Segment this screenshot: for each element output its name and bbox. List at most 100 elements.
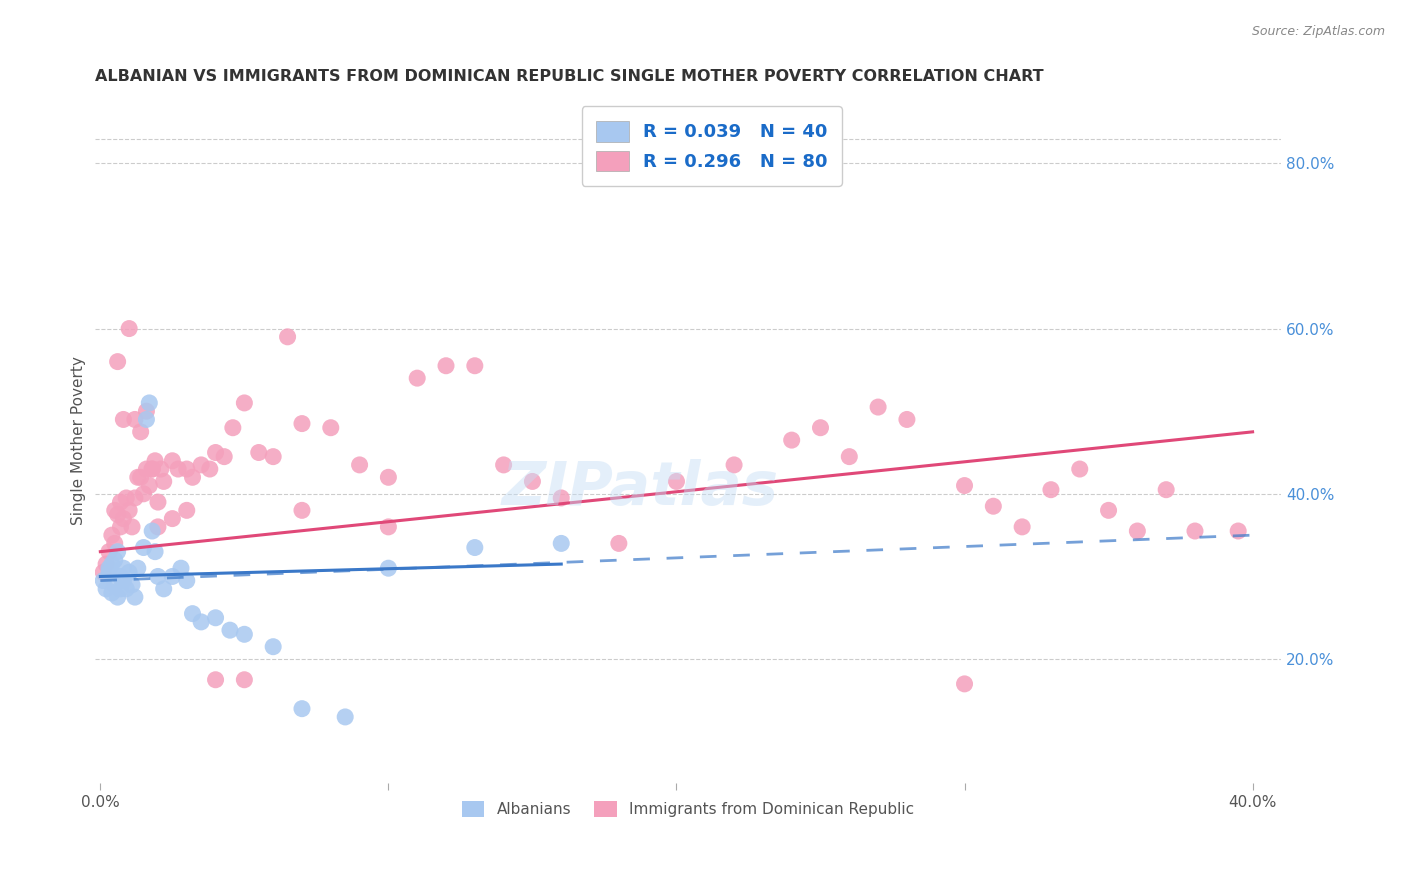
- Point: [141, 462, 163, 476]
- Point: [406, 371, 429, 385]
- Point: [233, 673, 256, 687]
- Point: [1097, 503, 1119, 517]
- Point: [181, 607, 204, 621]
- Point: [112, 561, 135, 575]
- Point: [115, 491, 138, 505]
- Point: [838, 450, 860, 464]
- Point: [1154, 483, 1177, 497]
- Point: [135, 462, 157, 476]
- Point: [98, 544, 121, 558]
- Point: [176, 503, 198, 517]
- Point: [607, 536, 630, 550]
- Point: [810, 421, 832, 435]
- Point: [104, 578, 127, 592]
- Point: [129, 425, 152, 439]
- Point: [138, 396, 160, 410]
- Point: [110, 495, 132, 509]
- Point: [112, 412, 135, 426]
- Point: [176, 462, 198, 476]
- Point: [104, 536, 127, 550]
- Point: [112, 511, 135, 525]
- Point: [1227, 524, 1250, 538]
- Point: [1039, 483, 1062, 497]
- Point: [176, 574, 198, 588]
- Point: [204, 611, 226, 625]
- Text: ZIPatlas: ZIPatlas: [502, 458, 779, 517]
- Point: [124, 491, 146, 505]
- Point: [143, 544, 166, 558]
- Point: [1069, 462, 1091, 476]
- Point: [110, 582, 132, 596]
- Point: [212, 450, 235, 464]
- Point: [110, 520, 132, 534]
- Point: [277, 330, 299, 344]
- Point: [98, 561, 121, 575]
- Point: [124, 590, 146, 604]
- Point: [162, 454, 184, 468]
- Point: [181, 470, 204, 484]
- Point: [981, 500, 1004, 514]
- Point: [222, 421, 245, 435]
- Point: [291, 503, 314, 517]
- Point: [492, 458, 515, 472]
- Y-axis label: Single Mother Poverty: Single Mother Poverty: [72, 356, 86, 524]
- Point: [291, 417, 314, 431]
- Point: [118, 503, 141, 517]
- Point: [98, 566, 121, 580]
- Point: [118, 566, 141, 580]
- Point: [146, 520, 169, 534]
- Point: [1184, 524, 1206, 538]
- Point: [91, 566, 114, 580]
- Point: [780, 433, 803, 447]
- Point: [291, 701, 314, 715]
- Point: [104, 553, 127, 567]
- Point: [132, 541, 155, 555]
- Point: [107, 508, 129, 522]
- Point: [1126, 524, 1149, 538]
- Point: [112, 574, 135, 588]
- Point: [129, 470, 152, 484]
- Point: [118, 321, 141, 335]
- Text: ALBANIAN VS IMMIGRANTS FROM DOMINICAN REPUBLIC SINGLE MOTHER POVERTY CORRELATION: ALBANIAN VS IMMIGRANTS FROM DOMINICAN RE…: [94, 69, 1043, 84]
- Point: [124, 412, 146, 426]
- Point: [434, 359, 457, 373]
- Point: [152, 475, 174, 489]
- Point: [550, 491, 572, 505]
- Point: [377, 561, 399, 575]
- Point: [233, 396, 256, 410]
- Point: [377, 470, 399, 484]
- Point: [190, 458, 212, 472]
- Point: [464, 359, 486, 373]
- Point: [107, 590, 129, 604]
- Point: [107, 544, 129, 558]
- Point: [162, 511, 184, 525]
- Point: [121, 578, 143, 592]
- Point: [170, 561, 193, 575]
- Point: [162, 569, 184, 583]
- Point: [233, 627, 256, 641]
- Point: [349, 458, 371, 472]
- Point: [464, 541, 486, 555]
- Point: [190, 615, 212, 629]
- Point: [723, 458, 745, 472]
- Point: [262, 640, 284, 654]
- Point: [953, 478, 976, 492]
- Point: [896, 412, 918, 426]
- Point: [262, 450, 284, 464]
- Point: [94, 557, 117, 571]
- Point: [247, 445, 270, 459]
- Point: [141, 462, 163, 476]
- Point: [107, 354, 129, 368]
- Point: [665, 475, 688, 489]
- Legend: Albanians, Immigrants from Dominican Republic: Albanians, Immigrants from Dominican Rep…: [456, 795, 921, 823]
- Point: [143, 454, 166, 468]
- Point: [138, 478, 160, 492]
- Point: [132, 487, 155, 501]
- Point: [94, 582, 117, 596]
- Point: [1011, 520, 1033, 534]
- Point: [146, 495, 169, 509]
- Point: [101, 528, 124, 542]
- Point: [91, 574, 114, 588]
- Point: [141, 524, 163, 538]
- Point: [149, 462, 172, 476]
